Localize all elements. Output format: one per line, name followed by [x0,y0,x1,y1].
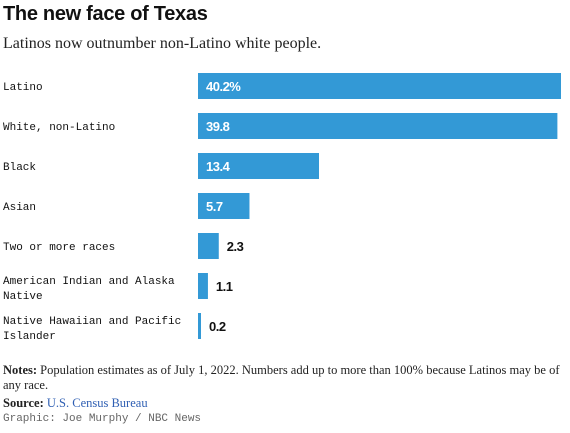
bar [198,193,250,219]
source-link[interactable]: U.S. Census Bureau [46,396,148,410]
bar [198,113,558,139]
bar [198,313,201,339]
category-label: Two or more races [3,242,115,254]
bar-row: Black 13.4 [3,153,319,179]
notes-text: Population estimates as of July 1, 2022.… [3,363,560,392]
value-label: 40.2% [206,79,241,94]
bar-row: Asian 5.7 [3,193,250,219]
bar-row: Two or more races 2.3 [3,233,244,259]
bar [198,273,208,299]
category-label: Asian [3,202,36,214]
bar [198,233,219,259]
bar [198,153,319,179]
bar-row: White, non-Latino 39.8 [3,113,558,139]
chart-subtitle: Latinos now outnumber non-Latino white p… [3,35,322,52]
value-label: 2.3 [227,239,244,254]
value-label: 0.2 [209,319,226,334]
value-label: 13.4 [206,159,231,174]
bar-row: Native Hawaiian and Pacific Islander 0.2 [3,313,226,343]
value-label: 1.1 [216,279,233,294]
notes: Notes: Population estimates as of July 1… [3,363,563,393]
category-label: Latino [3,82,43,94]
category-label: Native Hawaiian and Pacific Islander [3,316,181,343]
notes-label: Notes: [3,363,38,377]
category-label: White, non-Latino [3,122,115,134]
bar [198,73,561,99]
graphic-credit: Graphic: Joe Murphy / NBC News [3,413,202,425]
category-label: American Indian and Alaska Native [3,276,175,303]
bar-row: American Indian and Alaska Native 1.1 [3,273,233,303]
category-label: Black [3,162,36,174]
chart-title: The new face of Texas [3,3,208,25]
bar-row: Latino 40.2% [3,73,561,99]
source-label: Source: [3,396,44,410]
value-label: 5.7 [206,199,223,214]
value-label: 39.8 [206,119,230,134]
bar-chart: Latino 40.2% White, non-Latino 39.8 Black 13.… [3,73,561,343]
source: Source: U.S. Census Bureau [3,396,148,411]
